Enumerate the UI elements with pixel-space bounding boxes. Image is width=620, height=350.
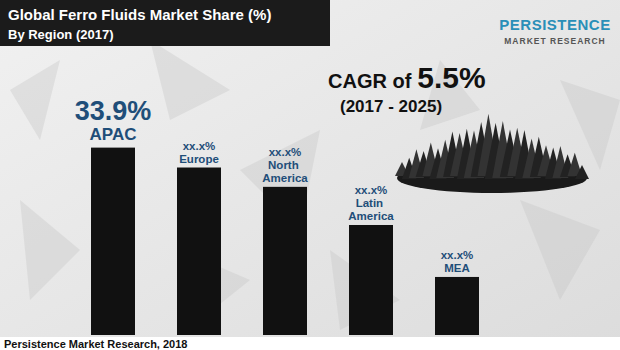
category-label-line: Latin — [356, 197, 387, 209]
source-strip — [0, 337, 620, 350]
background-spike — [20, 200, 80, 300]
category-label: MEA — [444, 262, 470, 274]
background-spike — [560, 80, 620, 170]
logo-subtext: MARKET RESEARCH — [504, 36, 605, 46]
ferrofluid-illustration — [395, 114, 589, 193]
annotation-cagr: CAGR of5.5% — [328, 61, 486, 94]
chart-container: Global Ferro Fluids Market Share (%) By R… — [0, 0, 620, 350]
bar — [435, 277, 479, 335]
data-label: xx.x% — [269, 146, 302, 158]
bar — [263, 187, 307, 335]
data-label: 33.9% — [75, 96, 152, 126]
category-label-line: America — [348, 210, 394, 222]
background-spike — [520, 200, 600, 300]
bars — [91, 148, 479, 335]
chart-svg: Global Ferro Fluids Market Share (%) By R… — [0, 0, 620, 350]
data-label: xx.x% — [183, 140, 216, 152]
background-spike — [150, 40, 230, 120]
logo: PERSISTENCE MARKET RESEARCH — [498, 8, 612, 52]
data-label: xx.x% — [441, 249, 474, 261]
subtitle: By Region (2017) — [8, 27, 113, 42]
labels: APAC33.9%Europexx.x%North Americaxx.x%La… — [75, 96, 474, 274]
category-label: North America — [262, 159, 308, 184]
background-spike — [10, 60, 60, 140]
category-label: APAC — [90, 125, 137, 144]
annotation-period: (2017 - 2025) — [340, 97, 442, 116]
category-label-line: North — [268, 159, 302, 171]
category-label: Europe — [179, 153, 219, 165]
page: {"chart_data": {"type": "bar", "title": … — [0, 0, 620, 350]
title: Global Ferro Fluids Market Share (%) — [8, 6, 271, 23]
source: Persistence Market Research, 2018 — [4, 338, 187, 350]
bar — [349, 225, 393, 335]
category-label: Latin America — [348, 197, 394, 222]
category-label-line: America — [262, 172, 308, 184]
category-label-line: Europe — [179, 153, 219, 165]
category-label-line: MEA — [444, 262, 470, 274]
data-label: xx.x% — [355, 184, 388, 196]
background — [0, 0, 620, 350]
bar — [177, 168, 221, 335]
annotation-value: 5.5% — [417, 61, 485, 94]
bar — [91, 148, 135, 335]
title-box — [0, 0, 330, 46]
logo-text: PERSISTENCE — [499, 16, 610, 33]
ferrofluid-spike — [575, 165, 589, 179]
annotation-text: CAGR of — [328, 70, 412, 92]
